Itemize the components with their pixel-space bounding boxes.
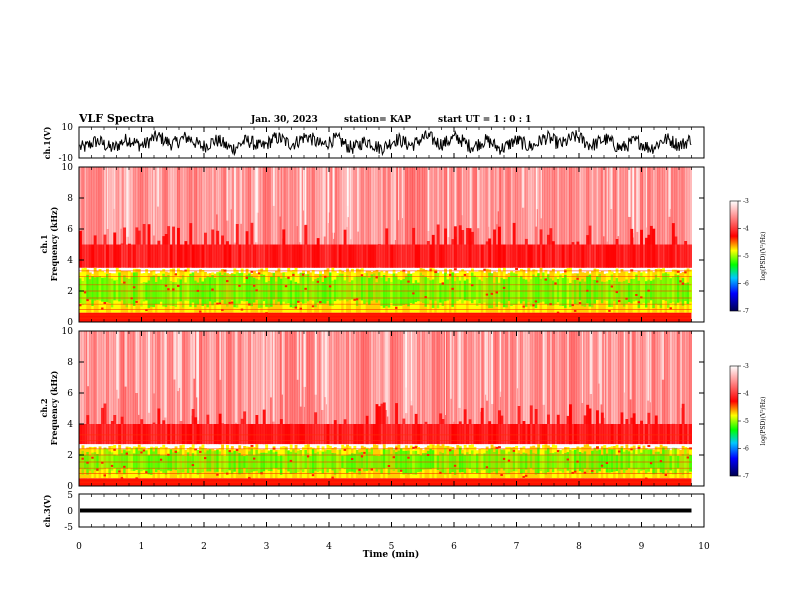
colorbar-tick-label: -3 — [743, 198, 749, 205]
freq-tick-label: 0 — [67, 318, 73, 328]
time-tick-label: 10 — [698, 542, 710, 552]
ch1-colorbar: -3 -4 -5 -6 -7 log(PSD)(V²/Hz) — [729, 198, 767, 315]
freq-tick-label: 6 — [67, 389, 73, 399]
ch1-spectrogram-panel: 0 2 4 6 8 10 ch.1 Frequency (kHz) — [39, 163, 705, 328]
time-tick-label: 6 — [451, 542, 457, 552]
ch1-waveform-line — [79, 129, 692, 157]
colorbar-tick-label: -7 — [743, 473, 749, 480]
time-tick-label: 8 — [576, 542, 582, 552]
ch2-spectrogram-panel: 0 2 4 6 8 10 ch.2 Frequency (kHz) — [39, 327, 705, 492]
ch1-waveform-panel: 10 -10 ch.1(V) — [42, 123, 705, 164]
ch3-waveform-trace — [80, 508, 692, 513]
ch3-ytick-top: 5 — [67, 491, 73, 501]
colorbar-tick-label: -7 — [743, 308, 749, 315]
time-tick-label: 0 — [76, 542, 82, 552]
freq-tick-label: 4 — [67, 256, 73, 266]
freq-tick-label: 10 — [62, 327, 74, 337]
ch1-ytick-top: 10 — [62, 123, 74, 133]
ch1-waveform-frame — [78, 126, 705, 159]
freq-tick-label: 8 — [67, 194, 73, 204]
ch2-colorbar-scale — [729, 365, 739, 477]
ch2-spectrogram-ylabel-freq: Frequency (kHz) — [49, 370, 59, 445]
freq-tick-label: 6 — [67, 225, 73, 235]
freq-tick-label: 2 — [67, 287, 73, 297]
ch3-ytick-bottom: -5 — [64, 523, 73, 533]
time-tick-label: 3 — [264, 542, 270, 552]
ch3-ytick-mid: 0 — [67, 507, 73, 517]
figure-title: VLF Spectra — [78, 112, 154, 125]
time-tick-label: 7 — [514, 542, 520, 552]
time-tick-label: 4 — [326, 542, 332, 552]
colorbar-tick-label: -5 — [743, 253, 749, 260]
start-time-label: start UT = 1 : 0 : 1 — [438, 115, 531, 125]
ch1-freq-ticks: 0 2 4 6 8 10 — [62, 163, 704, 328]
ch1-waveform-ylabel: ch.1(V) — [42, 126, 52, 159]
ch1-spectrogram-image — [79, 167, 692, 322]
freq-tick-label: 4 — [67, 420, 73, 430]
ch2-freq-ticks: 0 2 4 6 8 10 — [62, 327, 704, 492]
ch3-waveform-ylabel: ch.3(V) — [42, 494, 52, 527]
freq-tick-label: 2 — [67, 451, 73, 461]
ch2-colorbar: -3 -4 -5 -6 -7 log(PSD)(V²/Hz) — [729, 363, 767, 480]
colorbar-tick-label: -4 — [743, 226, 749, 233]
ch3-waveform-panel: 5 0 -5 ch.3(V) — [42, 491, 705, 533]
time-axis-ticks: 0 1 2 3 4 5 6 7 8 9 10 — [76, 127, 710, 552]
figure-date: Jan. 30, 2023 — [250, 115, 318, 125]
colorbar-tick-label: -4 — [743, 391, 749, 398]
colorbar-tick-label: -6 — [743, 281, 749, 288]
freq-tick-label: 8 — [67, 358, 73, 368]
ch1-spectrogram-ylabel-freq: Frequency (kHz) — [49, 206, 59, 281]
station-label: station= KAP — [344, 115, 411, 125]
ch1-spectrogram-ylabel-channel: ch.1 — [39, 234, 49, 253]
colorbar-tick-label: -5 — [743, 418, 749, 425]
time-tick-label: 1 — [139, 542, 145, 552]
ch2-spectrogram-ylabel-channel: ch.2 — [39, 398, 49, 417]
time-tick-label: 5 — [389, 542, 395, 552]
colorbar-tick-label: -6 — [743, 446, 749, 453]
time-tick-label: 2 — [201, 542, 207, 552]
ch2-colorbar-ticks: -3 -4 -5 -6 -7 — [738, 363, 749, 480]
ch1-ytick-bottom: -10 — [59, 154, 74, 164]
ch1-colorbar-label: log(PSD)(V²/Hz) — [760, 232, 767, 281]
ch1-colorbar-ticks: -3 -4 -5 -6 -7 — [738, 198, 749, 315]
freq-tick-label: 10 — [62, 163, 74, 173]
time-tick-label: 9 — [639, 542, 645, 552]
freq-tick-label: 0 — [67, 482, 73, 492]
time-axis-label: Time (min) — [363, 549, 420, 560]
colorbar-tick-label: -3 — [743, 363, 749, 370]
ch1-colorbar-scale — [729, 200, 739, 312]
ch2-spectrogram-image — [79, 331, 692, 487]
ch2-colorbar-label: log(PSD)(V²/Hz) — [760, 397, 767, 446]
